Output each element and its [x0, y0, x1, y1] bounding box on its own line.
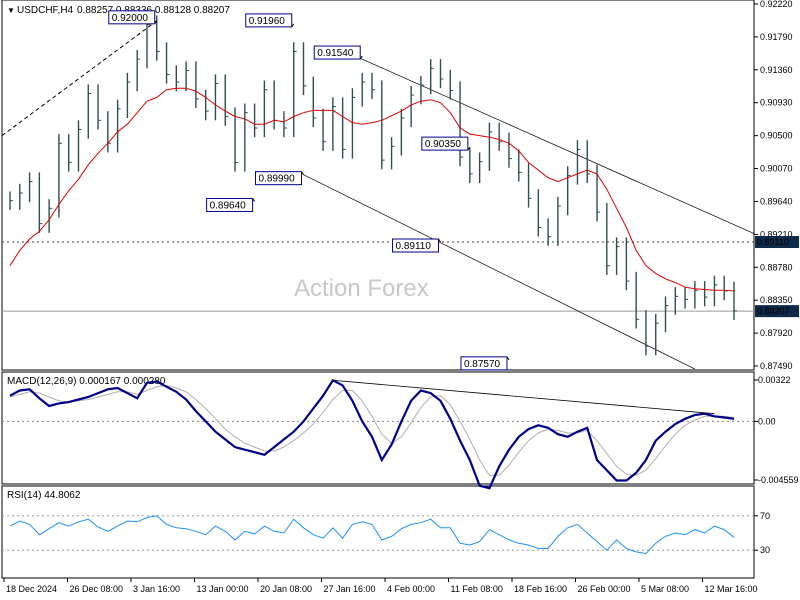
- price-axis-label: 0.90500: [760, 131, 793, 141]
- annotation-box: [391, 238, 439, 253]
- annotation-label: 0.91960: [249, 16, 286, 27]
- level-tag-bg: [755, 305, 799, 318]
- macd-title: MACD(12,26,9) 0.000167 0.000280: [7, 376, 166, 387]
- annotation-box: [108, 10, 156, 25]
- annotation-box: [313, 45, 361, 60]
- x-axis-label: 26 Dec 08:00: [70, 584, 124, 594]
- annotation-box: [255, 171, 303, 186]
- price-annotations: 0.92000 0.91960 0.91540 0.90350 0.89990 0.896…: [108, 10, 510, 371]
- price-axis-ticks: 0.92220 0.91790 0.91360 0.90930 0.90500 0.900…: [754, 0, 793, 371]
- rsi-title: RSI(14) 44.8062: [7, 490, 81, 501]
- rsi-axis-label: 30: [760, 545, 770, 555]
- ma-line: [9, 87, 735, 292]
- annotation-label: 0.92000: [112, 13, 149, 24]
- price-axis-label: 0.89640: [760, 196, 793, 206]
- annotation-label: 0.91540: [317, 48, 354, 59]
- price-axis-label: 0.89210: [760, 229, 793, 239]
- annotation-box: [206, 197, 254, 212]
- macd-divergence-line: [332, 379, 715, 415]
- macd-axis-label: -0.004559: [758, 475, 799, 485]
- price-axis-label: 0.88350: [760, 295, 793, 305]
- moving-average-layer: [9, 87, 735, 292]
- channel-upper-line: [332, 45, 755, 234]
- rsi-axis-label: 70: [760, 511, 770, 521]
- x-axis-label: 3 Jan 16:00: [133, 584, 180, 594]
- macd-line: [9, 378, 735, 490]
- macd-layer: 0.00322 0.00 -0.004559: [2, 375, 799, 490]
- annotation-label: 0.89640: [210, 200, 247, 211]
- price-axis-label: 0.87490: [760, 361, 793, 371]
- price-axis-label: 0.90070: [760, 164, 793, 174]
- macd-panel-frame: [1, 371, 755, 485]
- annotation-box: [421, 136, 469, 151]
- annotation-box: [460, 356, 508, 371]
- level-tags: 0.89110 0.88207: [755, 236, 799, 318]
- price-axis-label: 0.88780: [760, 262, 793, 272]
- level-tag-bg: [755, 236, 799, 249]
- annotation-label: 0.89110: [395, 241, 431, 252]
- rsi-line: [9, 515, 735, 555]
- x-axis-label: 12 Mar 16:00: [705, 584, 758, 594]
- rsi-panel-frame: [1, 485, 755, 579]
- x-axis-label: 27 Jan 16:00: [324, 584, 376, 594]
- x-axis-label: 11 Feb 08:00: [451, 584, 503, 594]
- macd-axis-label: 0.00: [758, 416, 776, 426]
- x-axis-label: 13 Jan 00:00: [197, 584, 249, 594]
- price-chart-title: USDCHF,H4: [17, 5, 74, 16]
- level-tag-label: 0.89110: [757, 237, 789, 247]
- level-tag-label: 0.88207: [757, 306, 790, 316]
- annotation-label: 0.89990: [259, 174, 296, 185]
- trendlines: [1, 20, 755, 370]
- dropdown-triangle-icon[interactable]: ▼: [7, 6, 15, 15]
- rsi-layer: 70 30: [2, 511, 770, 555]
- price-axis-label: 0.90930: [760, 98, 793, 108]
- watermark: Action Forex: [294, 275, 429, 302]
- macd-axis-label: 0.00322: [758, 375, 791, 385]
- channel-lower-line: [303, 174, 696, 370]
- x-axis-label: 18 Dec 2024: [6, 584, 57, 594]
- x-axis: 18 Dec 2024 26 Dec 08:00 3 Jan 16:00 13 Jan…: [3, 578, 758, 594]
- x-axis-label: 4 Feb 00:00: [387, 584, 435, 594]
- annotation-label: 0.90350: [425, 139, 462, 150]
- macd-signal-line: [9, 384, 735, 476]
- annotation-label: 0.87570: [464, 359, 501, 370]
- price-panel-frame: [1, 0, 755, 371]
- x-axis-label: 5 Mar 08:00: [641, 584, 689, 594]
- annotation-box: [245, 13, 293, 28]
- x-axis-label: 18 Feb 16:00: [514, 584, 567, 594]
- x-axis-label: 26 Feb 00:00: [578, 584, 631, 594]
- price-axis-label: 0.87920: [760, 328, 793, 338]
- price-axis-label: 0.91360: [760, 65, 793, 75]
- price-axis-label: 0.91790: [760, 32, 793, 42]
- x-axis-label: 20 Jan 08:00: [260, 584, 312, 594]
- price-axis-label: 0.92220: [760, 0, 793, 9]
